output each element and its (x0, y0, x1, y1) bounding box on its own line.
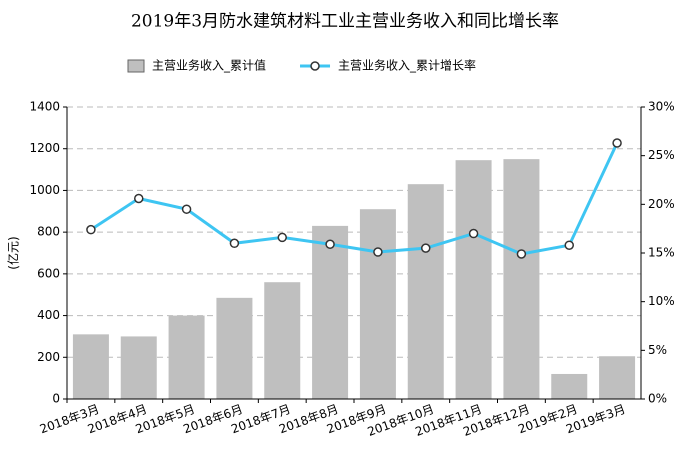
line (90, 142, 619, 256)
bar (312, 225, 349, 399)
y2-tick-label: 30% (648, 100, 675, 114)
line-marker (516, 249, 527, 259)
y2-tick-label: 10% (648, 294, 675, 308)
bar (359, 209, 396, 399)
line-marker (612, 138, 622, 148)
y2-tick-label: 0% (648, 392, 667, 406)
y-tick-label: 600 (37, 266, 60, 280)
line-marker (181, 204, 192, 214)
y2-tick-label: 25% (648, 148, 675, 162)
bar (120, 336, 157, 399)
line-marker (86, 224, 96, 235)
line-marker (134, 193, 144, 204)
line-marker (229, 238, 240, 249)
line-marker (373, 247, 383, 257)
bar (551, 373, 588, 399)
bar (599, 356, 636, 399)
legend-swatch (127, 59, 145, 73)
y-tick-label: 800 (37, 225, 60, 239)
bar (503, 159, 540, 399)
bar (216, 297, 253, 399)
y-tick-label: 0 (52, 392, 60, 406)
legend-label: 主营业务收入_累计增长率 (338, 58, 476, 73)
bar (407, 184, 444, 399)
line-marker (277, 232, 287, 243)
chart-title: 2019年3月防水建筑材料工业主营业务收入和同比增长率 (131, 12, 559, 32)
bar (264, 282, 301, 399)
line-marker (564, 240, 574, 250)
y-tick-label: 400 (37, 308, 60, 322)
legend-label: 主营业务收入_累计值 (152, 58, 266, 73)
y-tick-label: 1000 (29, 183, 60, 197)
bar (455, 160, 492, 399)
bar (168, 315, 205, 399)
y2-tick-label: 15% (648, 246, 675, 260)
y2-tick-label: 5% (648, 343, 667, 357)
legend-swatch (310, 61, 320, 71)
y2-tick-label: 20% (648, 197, 675, 211)
y-tick-label: 1200 (29, 141, 60, 155)
line-marker (468, 228, 479, 239)
line-marker (325, 239, 335, 249)
y-axis-label: (亿元) (6, 236, 21, 269)
line-marker (421, 243, 431, 253)
bar (72, 334, 109, 399)
y-tick-label: 1400 (29, 100, 60, 114)
y-tick-label: 200 (37, 350, 60, 364)
